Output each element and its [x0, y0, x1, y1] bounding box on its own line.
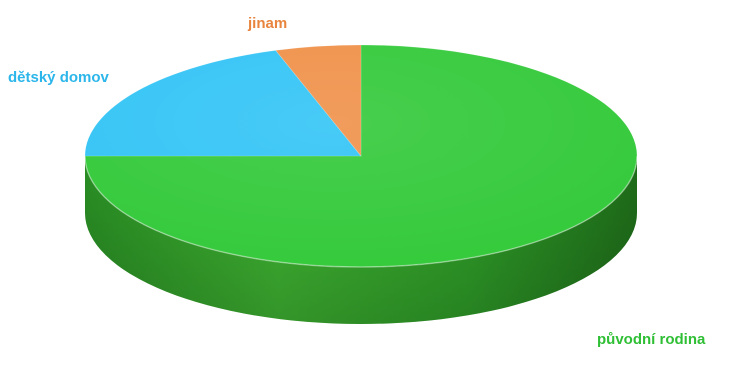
pie-side-wall-shade	[85, 156, 637, 324]
pie-labels: původní rodina dětský domov jinam	[8, 15, 706, 348]
slice-label-detsky-domov: dětský domov	[8, 69, 110, 86]
slice-label-puvodni-rodina: původní rodina	[597, 331, 706, 348]
slice-label-jinam: jinam	[247, 15, 287, 32]
pie-side-wall	[85, 156, 637, 324]
pie-slices	[84, 44, 638, 268]
